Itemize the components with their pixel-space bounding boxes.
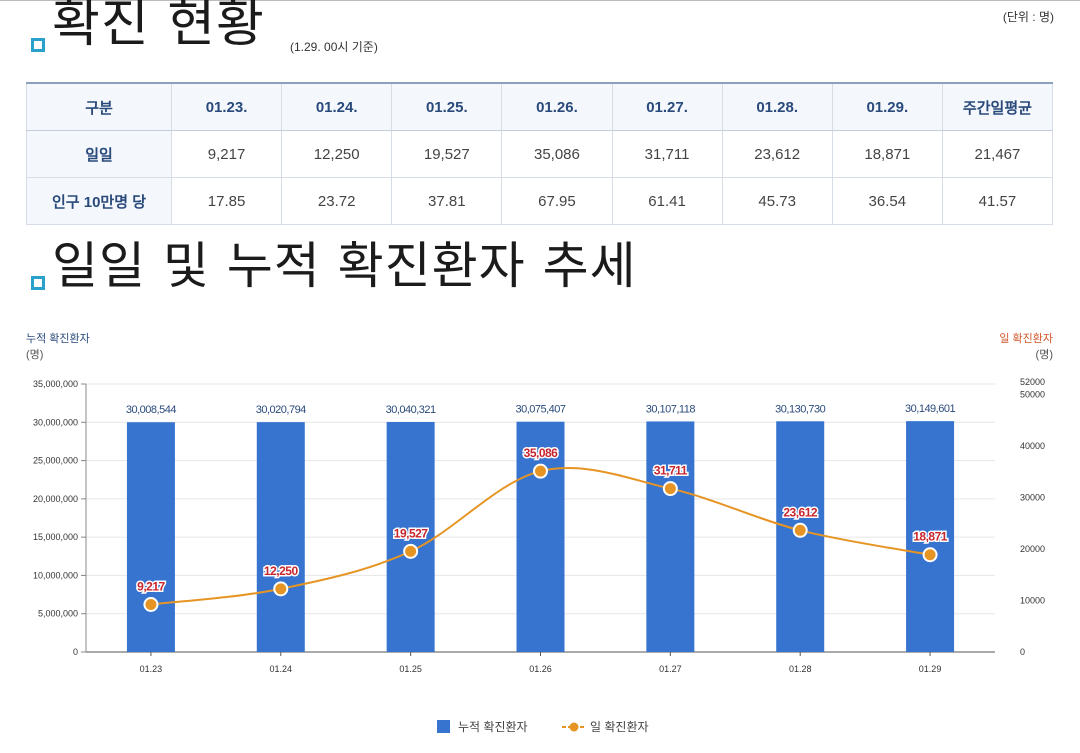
legend-item-daily[interactable]: 일 확진환자 (562, 718, 649, 735)
left-tick-label: 20,000,000 (33, 494, 78, 504)
bar (646, 421, 695, 652)
table-cell: 23.72 (281, 177, 393, 225)
bar (256, 422, 305, 652)
left-tick-label: 0 (73, 647, 78, 657)
row-label: 일일 (26, 130, 172, 178)
x-tick-label: 01.29 (919, 664, 942, 674)
table-cell: 9,217 (170, 130, 283, 178)
right-tick-label: 50000 (1020, 389, 1045, 399)
line-data-label: 19,527 (394, 526, 429, 540)
line-data-label: 35,086 (524, 446, 559, 460)
line-point (662, 481, 678, 497)
left-axis-unit: (명) (26, 349, 44, 361)
legend-line-swatch-icon (562, 722, 586, 731)
table-cell: 17.85 (170, 177, 283, 225)
left-tick-label: 35,000,000 (33, 379, 78, 389)
right-axis-unit: (명) (1035, 349, 1053, 361)
left-tick-label: 15,000,000 (33, 532, 78, 542)
bar (386, 421, 435, 652)
line-data-label: 12,250 (264, 564, 299, 578)
right-axis-title: 일 확진환자 (999, 333, 1053, 345)
bar-data-label: 30,075,407 (515, 404, 565, 416)
table-cell: 41.57 (941, 177, 1054, 225)
right-tick-label: 0 (1020, 647, 1025, 657)
column-header: 01.27. (611, 82, 723, 131)
column-header: 01.24. (281, 82, 393, 131)
x-tick-label: 01.28 (789, 664, 812, 674)
table-row: 일일 9,217 12,250 19,527 35,086 31,711 23,… (26, 130, 1054, 178)
bar-data-label: 30,130,730 (775, 403, 825, 415)
bar (776, 421, 825, 652)
legend-label: 누적 확진환자 (458, 720, 528, 734)
bar-data-label: 30,008,544 (126, 404, 176, 416)
right-tick-label: 40000 (1020, 441, 1045, 451)
bar (126, 422, 175, 652)
table-cell: 23,612 (721, 130, 833, 178)
table-cell: 36.54 (831, 177, 943, 225)
row-label: 인구 10만명 당 (26, 177, 172, 225)
line-point (403, 543, 419, 559)
column-header: 01.25. (391, 82, 503, 131)
left-axis-title: 누적 확진환자 (26, 333, 90, 345)
column-header: 주간일평균 (941, 82, 1054, 131)
line-data-label: 23,612 (783, 505, 818, 519)
x-tick-label: 01.26 (529, 664, 552, 674)
table-cell: 67.95 (501, 177, 613, 225)
unit-label: (단위 : 명) (1002, 10, 1054, 24)
left-tick-label: 25,000,000 (33, 456, 78, 466)
bar (516, 421, 565, 652)
column-header: 구분 (26, 82, 172, 131)
column-header: 01.23. (170, 82, 283, 131)
top-divider (0, 0, 1080, 1)
line-data-label: 18,871 (913, 530, 948, 544)
table-cell: 18,871 (831, 130, 943, 178)
line-point (792, 522, 808, 538)
right-tick-label: 20000 (1020, 544, 1045, 554)
daily-series-line (150, 467, 931, 606)
table-cell: 61.41 (611, 177, 723, 225)
right-tick-label: 52000 (1020, 377, 1045, 387)
table-row: 인구 10만명 당 17.85 23.72 37.81 67.95 61.41 … (26, 177, 1054, 225)
table-cell: 21,467 (941, 130, 1054, 178)
table-header-row: 구분 01.23. 01.24. 01.25. 01.26. 01.27. 01… (26, 82, 1054, 131)
bar-data-label: 30,107,118 (646, 403, 696, 415)
legend-item-cumulative[interactable]: 누적 확진환자 (437, 718, 528, 735)
bar-data-label: 30,040,321 (386, 404, 436, 416)
left-tick-label: 10,000,000 (33, 570, 78, 580)
line-data-label: 31,711 (654, 464, 688, 478)
section-bullet-icon (31, 38, 45, 52)
column-header: 01.29. (831, 82, 943, 131)
table-cell: 37.81 (391, 177, 503, 225)
section-title: 일일 및 누적 확진환자 추세 (52, 237, 637, 295)
left-tick-label: 5,000,000 (38, 609, 78, 619)
bar-data-label: 30,149,601 (905, 403, 955, 415)
table-cell: 35,086 (501, 130, 613, 178)
x-tick-label: 01.24 (270, 664, 293, 674)
line-point (273, 581, 289, 597)
table-cell: 12,250 (281, 130, 393, 178)
line-point (533, 463, 548, 479)
legend-label: 일 확진환자 (590, 720, 649, 734)
x-tick-label: 01.25 (399, 664, 422, 674)
x-tick-label: 01.23 (140, 664, 163, 674)
x-tick-label: 01.27 (659, 664, 682, 674)
left-tick-label: 30,000,000 (33, 417, 78, 427)
line-data-label: 9,217 (137, 579, 165, 593)
bar-data-label: 30,020,794 (256, 404, 306, 416)
section-bullet-icon (31, 276, 45, 290)
line-point (922, 547, 938, 563)
stats-table: 구분 01.23. 01.24. 01.25. 01.26. 01.27. 01… (26, 82, 1054, 225)
line-point (143, 596, 159, 612)
page-title: 확진 현황 (52, 0, 265, 54)
column-header: 01.28. (721, 82, 833, 131)
table-cell: 45.73 (721, 177, 833, 225)
right-tick-label: 10000 (1020, 595, 1045, 605)
right-tick-label: 30000 (1020, 492, 1045, 502)
bar (906, 421, 955, 652)
legend-bar-swatch-icon (437, 720, 450, 733)
table-cell: 19,527 (391, 130, 503, 178)
reference-time: (1.29. 00시 기준) (290, 40, 378, 54)
column-header: 01.26. (501, 82, 613, 131)
table-cell: 31,711 (611, 130, 723, 178)
